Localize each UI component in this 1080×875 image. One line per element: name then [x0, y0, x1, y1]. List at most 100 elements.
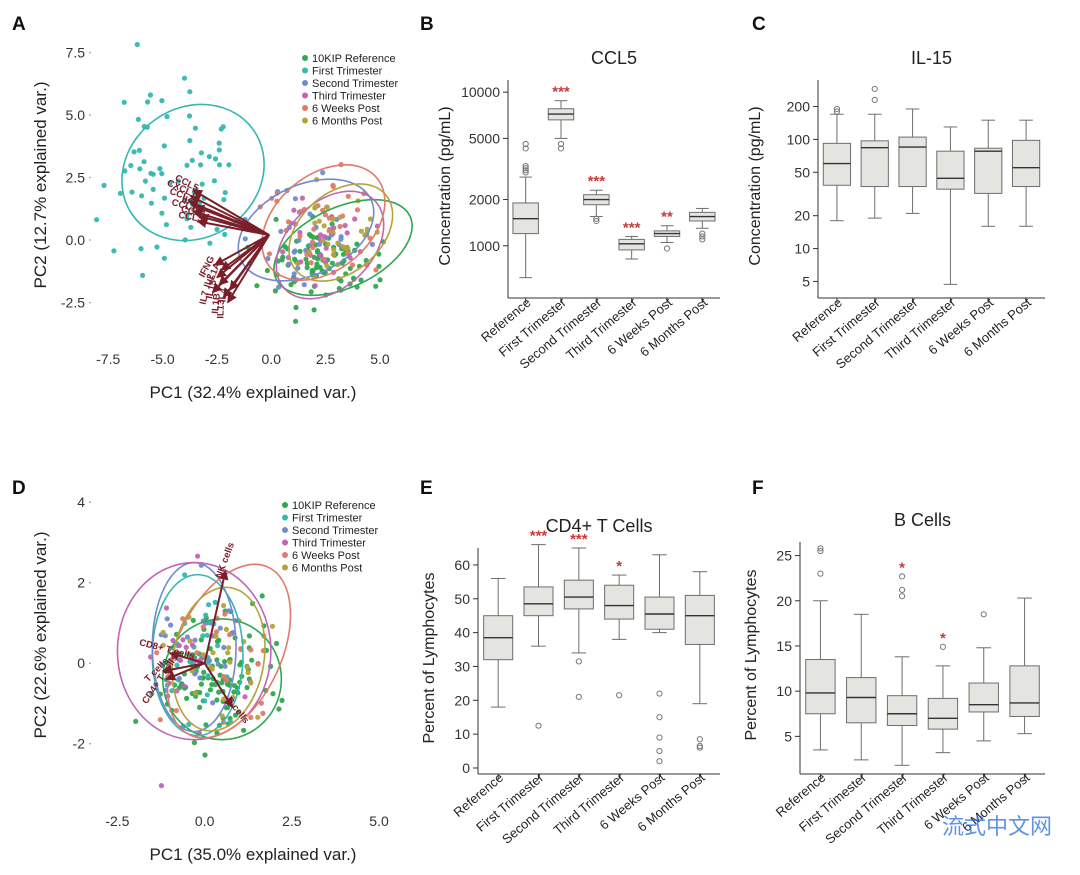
pca-point-second	[217, 625, 223, 631]
box-1	[822, 105, 852, 222]
outlier-point	[871, 85, 878, 93]
y-tick-mark	[89, 662, 91, 664]
pca-point-reference	[317, 264, 323, 270]
pca-ellipse-six_weeks	[166, 563, 292, 739]
legend-label: Second Trimester	[292, 525, 379, 537]
pca-point-third	[317, 252, 323, 258]
loading-arrow	[196, 218, 270, 236]
pca-point-first	[141, 159, 147, 165]
loading-arrow	[165, 662, 206, 681]
pca-point-six_months	[324, 263, 330, 269]
x-axis-label: PC1 (32.4% explained var.)	[150, 383, 357, 402]
panel-letter-c: C	[752, 14, 766, 35]
pca-point-third	[189, 642, 195, 648]
pca-point-reference	[209, 681, 215, 688]
outlier-point	[898, 573, 906, 580]
loading-arrow	[203, 569, 229, 664]
pca-point-second	[192, 637, 198, 643]
pca-point-six_weeks	[200, 624, 206, 630]
box-body	[523, 586, 554, 617]
panel-letter-e: E	[420, 478, 433, 499]
pca-point-six_months	[160, 629, 166, 636]
pca-point-reference	[201, 669, 207, 675]
outlier-point	[817, 570, 824, 577]
loading-label: CCL3	[177, 210, 203, 225]
pca-point-first	[218, 126, 224, 132]
y-tick-mark	[89, 501, 91, 503]
pca-point-reference	[273, 640, 280, 647]
legend-label: First Trimester	[292, 513, 363, 525]
pca-point-reference	[246, 633, 252, 639]
pca-point-second	[168, 622, 174, 628]
outlier-point	[699, 233, 706, 240]
y-tick-mark	[89, 301, 91, 304]
pca-point-reference	[376, 263, 382, 269]
chart-title: CCL5	[591, 48, 637, 68]
box-body	[684, 594, 715, 645]
loading-arrow	[168, 650, 205, 665]
pca-point-first	[182, 572, 188, 578]
pca-point-first	[182, 198, 188, 204]
pca-point-third	[291, 207, 297, 213]
pca-point-first	[198, 150, 204, 156]
pca-point-third	[280, 249, 286, 255]
pca-point-third	[195, 553, 201, 559]
y-tick-label: 100	[787, 131, 811, 147]
pca-point-six_months	[345, 245, 351, 251]
pca-point-six_weeks	[309, 239, 316, 245]
significance-label: ***	[570, 531, 588, 548]
outlier-point	[939, 643, 947, 650]
pca-point-third	[163, 605, 170, 611]
x-tick-label: Third Trimester	[874, 769, 951, 837]
pca-point-six_months	[330, 216, 336, 222]
pca-point-second	[292, 196, 298, 202]
outlier-point	[817, 545, 824, 552]
legend-swatch	[302, 92, 308, 99]
pca-point-six_months	[358, 228, 364, 234]
pca-point-third	[170, 637, 176, 644]
pca-point-first	[211, 178, 217, 184]
pca-point-reference	[358, 277, 364, 283]
pca-point-six_weeks	[157, 717, 163, 723]
pca-point-six_months	[200, 652, 206, 658]
pca-point-six_weeks	[221, 673, 227, 680]
pca-point-first	[215, 643, 221, 649]
pca-point-third	[323, 245, 329, 251]
box-2: ***	[547, 84, 575, 152]
pca-point-first	[205, 673, 211, 679]
pca-point-second	[278, 228, 284, 234]
pca-point-third	[158, 783, 164, 789]
y-axis-label: Concentration (pg/mL)	[437, 106, 454, 265]
y-tick-label: 7.5	[66, 45, 86, 61]
pca-point-first	[161, 195, 168, 201]
x-tick-label: -7.5	[96, 351, 120, 367]
pca-point-six_months	[330, 251, 337, 258]
pca-point-first	[163, 222, 169, 228]
pca-point-first	[134, 41, 140, 48]
pca-ellipse-six_weeks	[261, 164, 386, 281]
pca-point-six_months	[337, 214, 343, 220]
pca-point-reference	[259, 593, 265, 599]
y-tick-label: 15	[776, 638, 792, 654]
pca-point-first	[129, 189, 135, 195]
pca-point-reference	[279, 697, 285, 704]
pca-point-six_weeks	[222, 611, 228, 617]
outlier-point	[871, 96, 878, 104]
y-tick-label: 5.0	[66, 107, 86, 123]
pca-point-reference	[304, 260, 310, 266]
pca-point-six_months	[335, 240, 341, 246]
y-axis-label: Percent of Lymphocytes	[743, 569, 760, 740]
pca-point-first	[216, 140, 222, 146]
pca-point-six_months	[210, 650, 216, 656]
pca-point-reference	[303, 256, 309, 262]
significance-label: **	[661, 209, 673, 226]
pca-point-six_months	[255, 714, 261, 720]
outlier-point	[656, 734, 663, 741]
y-tick-label: -2.5	[61, 295, 85, 311]
significance-label: *	[899, 559, 905, 576]
pca-point-reference	[293, 304, 299, 311]
pca-point-reference	[293, 318, 299, 324]
outlier-point	[557, 140, 565, 148]
pca-point-reference	[340, 251, 347, 257]
box-6	[1011, 119, 1041, 227]
